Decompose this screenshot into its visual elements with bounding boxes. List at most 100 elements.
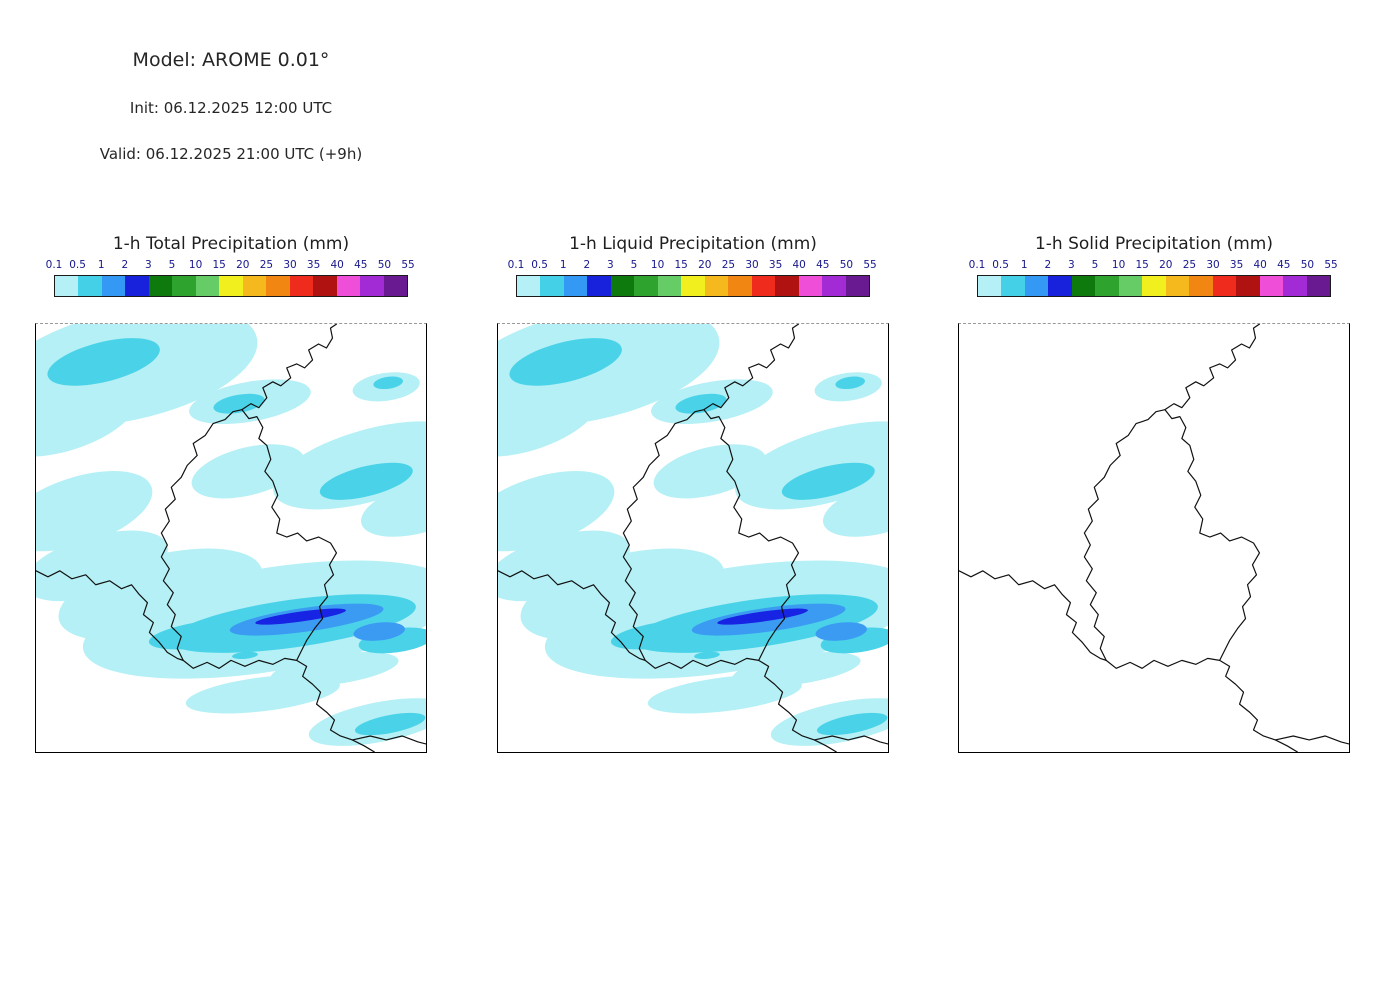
precip-area [354,712,426,736]
colorbar-tick: 50 [839,259,854,271]
colorbar-cell [751,276,776,296]
country-border [1274,735,1349,745]
colorbar-cell [1142,276,1166,296]
precip-area [232,651,258,660]
precip-area [815,622,867,641]
colorbar-cell [1118,276,1143,296]
colorbar-cell [845,276,870,296]
colorbar-cell [55,276,79,296]
map-liquid-precipitation [497,323,889,753]
precip-area [647,674,802,714]
colorbar-tick: 40 [1253,259,1267,271]
precip-area [816,712,888,736]
country-border [622,409,800,669]
colorbar-tick: 15 [674,259,688,271]
colorbar-tick: 45 [354,259,368,271]
colorbar-tick: 15 [1135,259,1149,271]
colorbar-cell [313,276,337,296]
colorbar-cell [336,276,361,296]
country-border [1083,409,1261,669]
colorbar-cell [1189,276,1213,296]
colorbar-cell [289,276,314,296]
colorbar-tick: 30 [283,259,297,271]
map-solid-precipitation [958,323,1350,753]
colorbar-tick: 40 [330,259,344,271]
colorbar-tick: 2 [583,259,591,271]
colorbar-ticks: 0.1 0.5 1 2 3 5 10 15 20 25 30 35 40 45 50 55 [35,259,427,272]
colorbar-cell [822,276,846,296]
precip-area [213,393,265,414]
colorbar-tick: 3 [607,259,614,271]
precip-area [148,619,258,650]
colorbar-cell [1236,276,1260,296]
precip-area [509,338,622,386]
colorbar-cell [1306,276,1331,296]
colorbar-cell [1165,276,1190,296]
colorbar-tick: 0.5 [992,259,1009,271]
colorbar-ticks: 0.1 0.5 1 2 3 5 10 15 20 25 30 35 40 45 50 55 [497,259,889,272]
colorbar-cell [610,276,635,296]
precip-area [255,608,346,625]
colorbar-tick: 45 [816,259,830,271]
precip-area [319,462,413,500]
colorbar-tick: 35 [1229,259,1244,271]
colorbar-tick: 15 [212,259,226,271]
precip-area [47,338,160,386]
country-border [498,570,646,661]
colorbar-tick: 0.1 [507,259,525,271]
colorbar-cell [1048,276,1072,296]
precip-area [781,462,875,500]
colorbar [977,275,1331,297]
precip-area [36,471,153,552]
colorbar-cell [125,276,149,296]
colorbar-cell [242,276,267,296]
colorbar-cell [1212,276,1237,296]
colorbar-cell [148,276,173,296]
colorbar-tick: 3 [1068,259,1075,271]
precip-area [36,380,138,457]
country-border [160,409,338,669]
colorbar-tick: 0.1 [45,259,63,271]
precip-area [361,479,426,537]
panel-title: 1-h Liquid Precipitation (mm) [569,234,817,254]
colorbar-tick: 30 [745,259,759,271]
precip-area [185,674,340,714]
colorbar-cell [383,276,408,296]
country-border [703,324,800,411]
colorbar-tick: 1 [1020,259,1028,271]
precip-area [675,393,727,414]
colorbar-tick: 10 [188,259,203,271]
colorbar-tick: 0.1 [968,259,986,271]
precip-area [498,380,600,457]
precip-area [823,479,888,537]
colorbar-cell [1095,276,1119,296]
colorbar-tick: 3 [145,259,152,271]
model-title: Model: AROME 0.01° [132,49,330,71]
colorbar-cell [195,276,220,296]
colorbar-tick: 1 [559,259,567,271]
panel-solid-precipitation: 1-h Solid Precipitation (mm) 0.1 0.5 1 2 3 5 1… [958,232,1350,753]
colorbar-cell [360,276,384,296]
colorbar-cell [657,276,682,296]
colorbar-cell [704,276,729,296]
colorbar [54,275,408,297]
colorbar-cell [587,276,611,296]
panel-total-precipitation: 1-h Total Precipitation (mm) 0.1 0.5 1 2 3 5 1… [35,232,427,753]
colorbar-tick: 35 [768,259,783,271]
panel-title: 1-h Total Precipitation (mm) [112,234,350,254]
panel-liquid-precipitation: 1-h Liquid Precipitation (mm) 0.1 0.5 1 2 3 5… [497,232,889,753]
precip-area [717,608,808,625]
panel-title: 1-h Solid Precipitation (mm) [1034,234,1273,254]
country-border [813,735,888,745]
colorbar-cell [101,276,126,296]
colorbar-cell [775,276,799,296]
init-time: Init: 06.12.2025 12:00 UTC [129,99,333,117]
colorbar-tick: 35 [306,259,321,271]
precip-area [835,376,865,390]
colorbar-tick: 40 [792,259,806,271]
colorbar-tick: 55 [1324,259,1338,271]
colorbar-cell [1259,276,1284,296]
colorbar-cell [266,276,290,296]
colorbar-tick: 20 [236,259,250,271]
colorbar-cell [978,276,1002,296]
